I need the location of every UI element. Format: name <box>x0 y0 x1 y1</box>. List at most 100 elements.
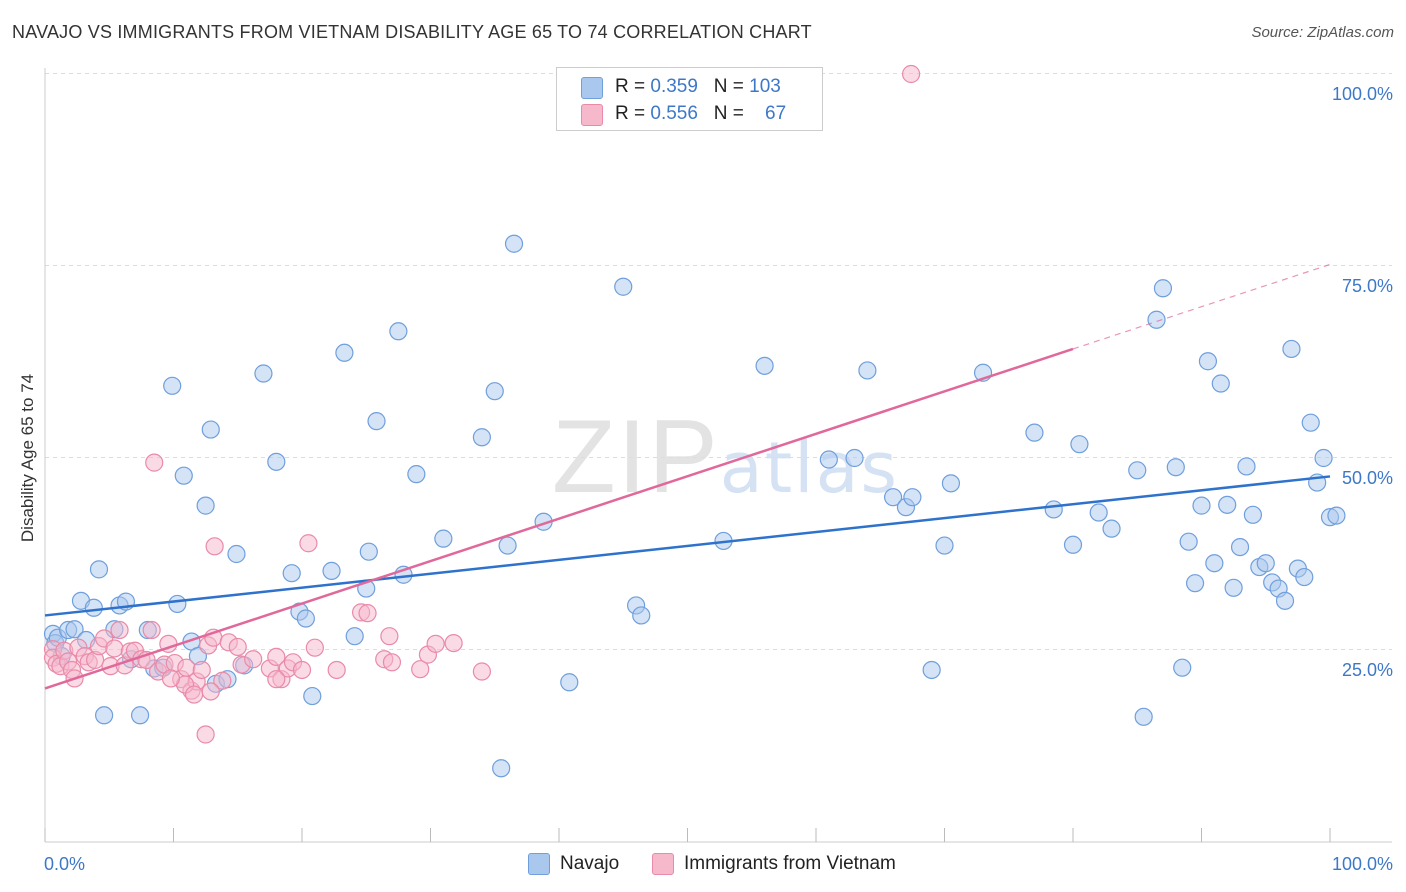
vietnam-point <box>145 453 164 472</box>
navajo-point <box>1147 310 1166 329</box>
navajo-point <box>1192 496 1211 515</box>
navajo-point <box>65 620 84 639</box>
navajo-point <box>359 542 378 561</box>
navajo-point <box>935 536 954 555</box>
navajo-point <box>303 686 322 706</box>
source-label: Source: ZipAtlas.com <box>1251 24 1394 41</box>
navajo-point <box>1089 503 1108 522</box>
navajo-trend-line <box>44 475 1331 617</box>
navajo-point <box>845 448 864 468</box>
navajo-point <box>227 544 246 564</box>
vietnam-point <box>358 604 377 623</box>
vietnam-point <box>380 627 399 646</box>
navajo-point <box>922 660 941 680</box>
watermark-atlas: atlas <box>719 427 899 509</box>
navajo-points <box>43 234 1346 778</box>
vietnam-point <box>184 685 204 704</box>
vietnam-point <box>411 660 430 679</box>
navajo-point <box>485 382 504 401</box>
watermark-zip: ZIP <box>552 399 720 515</box>
navajo-point <box>1224 578 1243 597</box>
r-value: 0.359 <box>650 76 698 97</box>
vietnam-point <box>142 620 161 640</box>
vietnam-point <box>472 662 491 681</box>
vietnam-point <box>161 669 181 688</box>
y-tick-label: 100.0% <box>1332 84 1393 104</box>
navajo-point <box>345 627 364 646</box>
navajo-point <box>1218 495 1237 514</box>
y-tick-label: 50.0% <box>1342 468 1393 488</box>
vietnam-points <box>43 64 921 744</box>
y-axis-label: Disability Age 65 to 74 <box>18 373 37 543</box>
vietnam-point <box>426 634 445 653</box>
x-tick-label: 0.0% <box>44 854 85 874</box>
navajo-point <box>755 356 774 375</box>
navajo-point <box>632 606 651 625</box>
vietnam-point <box>213 671 232 690</box>
navajo-point <box>614 277 633 296</box>
n-value: 67 <box>765 103 787 124</box>
r-label: R = <box>615 76 646 97</box>
navajo-swatch <box>528 853 550 875</box>
bottom-legend-label: Navajo <box>560 853 620 874</box>
navajo-point <box>1327 506 1346 525</box>
navajo-point <box>434 529 453 548</box>
trend-lines <box>44 263 1331 690</box>
navajo-point <box>196 496 215 515</box>
x-tick-label: 100.0% <box>1332 854 1393 874</box>
navajo-point <box>282 564 301 583</box>
watermark: ZIPatlas <box>552 398 899 517</box>
navajo-point <box>1102 519 1121 538</box>
navajo-point <box>1063 535 1083 554</box>
vietnam-point <box>244 650 263 669</box>
navajo-point <box>296 609 315 628</box>
vietnam-point <box>205 537 224 556</box>
vietnam-point <box>299 534 318 553</box>
navajo-point <box>1070 435 1089 454</box>
navajo-point <box>163 376 182 395</box>
navajo-point <box>367 412 386 431</box>
navajo-point <box>1153 279 1173 298</box>
vietnam-point <box>201 682 220 701</box>
navajo-point <box>498 536 517 555</box>
n-label: N = <box>713 103 744 124</box>
navajo-point <box>1025 423 1044 442</box>
navajo-point <box>1128 461 1147 480</box>
navajo-point <box>1166 458 1185 477</box>
navajo-point <box>858 361 877 380</box>
bottom-legend-label: Immigrants from Vietnam <box>684 853 896 874</box>
navajo-point <box>1173 658 1192 677</box>
grid-layer <box>45 73 1392 650</box>
legend-row-text: R = 0.556 N = 67 <box>615 103 786 125</box>
vietnam-point <box>292 660 312 680</box>
navajo-point <box>1179 532 1198 551</box>
navajo-point <box>407 465 426 484</box>
correlation-legend: R = 0.359 N = 103 R = 0.556 N = 67 <box>556 67 823 131</box>
navajo-point <box>1282 339 1301 359</box>
navajo-point <box>389 322 408 341</box>
navajo-point <box>492 759 511 778</box>
navajo-point <box>472 428 491 447</box>
vietnam-point <box>110 620 129 640</box>
navajo-point <box>1211 374 1230 393</box>
navajo-point <box>1275 591 1295 610</box>
vietnam-swatch <box>581 104 603 126</box>
vietnam-point <box>444 633 463 653</box>
navajo-point <box>130 706 150 725</box>
navajo-point <box>1314 448 1333 468</box>
navajo-point <box>1185 574 1205 593</box>
vietnam-point <box>228 637 247 657</box>
r-label: R = <box>615 103 646 124</box>
n-label: N = <box>713 76 744 97</box>
navajo-swatch <box>581 77 603 99</box>
r-value: 0.556 <box>650 103 698 124</box>
vietnam-swatch <box>652 853 674 875</box>
navajo-point <box>819 450 838 469</box>
tick-labels: 25.0% 50.0% 75.0% 100.0% 0.0% 100.0% <box>44 84 1393 874</box>
navajo-point <box>267 452 286 471</box>
navajo-point <box>322 561 341 580</box>
y-tick-label: 75.0% <box>1342 276 1393 296</box>
navajo-point <box>1205 554 1224 573</box>
navajo-point <box>201 420 220 439</box>
